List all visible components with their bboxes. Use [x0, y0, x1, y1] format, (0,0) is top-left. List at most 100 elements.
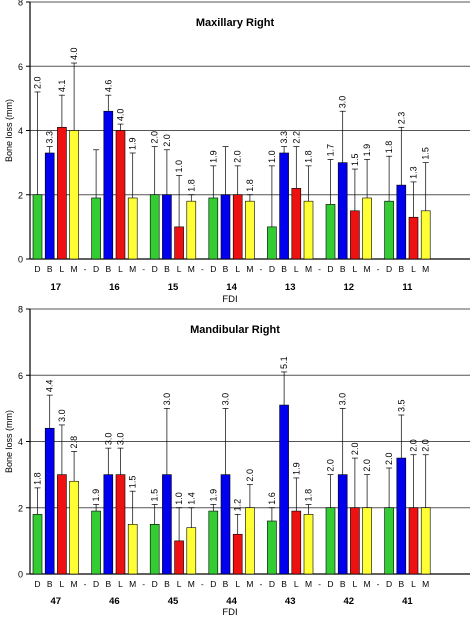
data-label: 3.3 — [45, 131, 55, 144]
data-label: 4.1 — [57, 80, 67, 93]
bar-letter: L — [118, 264, 123, 274]
bar-letter: M — [305, 264, 312, 274]
bar-letter: D — [386, 579, 392, 589]
data-label: 1.8 — [186, 179, 196, 192]
bar-D-42 — [325, 507, 336, 575]
bar-D-45 — [149, 524, 160, 575]
category-label: 17 — [51, 282, 62, 293]
data-label: 3.5 — [396, 399, 406, 412]
bar-letter: M — [422, 264, 429, 274]
category-label: 45 — [168, 596, 179, 607]
bar-B-41 — [396, 457, 407, 575]
category-label: 43 — [285, 596, 296, 607]
data-label: 4.0 — [69, 48, 79, 61]
category-label: 12 — [344, 282, 355, 293]
data-label: 2.2 — [291, 131, 301, 144]
data-label: 3.0 — [103, 433, 113, 446]
bar-letter: M — [129, 264, 136, 274]
bar-letter: B — [47, 579, 53, 589]
data-label: 1.8 — [304, 489, 314, 502]
bar-letter: B — [223, 579, 229, 589]
group-separator: - — [84, 264, 87, 274]
group-separator: - — [142, 579, 145, 589]
bar-letter: L — [294, 579, 299, 589]
data-label: 3.3 — [279, 131, 289, 144]
group-separator: - — [318, 264, 321, 274]
bar-L-41 — [408, 507, 419, 575]
bar-letter: B — [281, 579, 287, 589]
group-separator: - — [201, 264, 204, 274]
bar-B-17 — [44, 152, 55, 260]
bar-D-13 — [267, 226, 277, 260]
y-tick-label: 8 — [18, 0, 23, 8]
data-label: 3.0 — [221, 393, 231, 406]
group-separator: - — [259, 579, 262, 589]
bar-M-14 — [245, 200, 255, 260]
y-tick-label: 0 — [18, 255, 23, 265]
bar-D-46 — [91, 510, 101, 575]
bar-D-11 — [384, 200, 394, 260]
category-label: 13 — [285, 282, 296, 293]
bar-M-47 — [69, 480, 79, 575]
data-label: 1.0 — [267, 150, 277, 163]
bar-L-47 — [57, 474, 67, 575]
x-axis-label: FDI — [222, 607, 237, 618]
bar-letter: M — [364, 264, 371, 274]
bar-letter: L — [411, 579, 416, 589]
bar-letter: D — [34, 264, 40, 274]
bar-letter: D — [269, 264, 275, 274]
category-label: 14 — [226, 282, 237, 293]
bar-letter: B — [398, 264, 404, 274]
data-label: 1.0 — [174, 160, 184, 173]
bar-M-41 — [420, 507, 431, 575]
bar-B-13 — [279, 152, 289, 260]
bar-letter: B — [164, 264, 170, 274]
bar-M-17 — [69, 130, 79, 260]
bar-D-15 — [149, 194, 160, 260]
data-label: 1.5 — [421, 147, 431, 160]
data-label: 1.9 — [291, 462, 301, 475]
bar-letter: B — [223, 264, 229, 274]
data-label: 1.9 — [91, 489, 101, 502]
bar-D-17 — [32, 194, 43, 260]
bar-B-15 — [162, 194, 172, 260]
data-label: 3.0 — [116, 433, 126, 446]
category-label: 15 — [168, 282, 179, 293]
category-label: 44 — [226, 596, 237, 607]
data-label: 1.9 — [128, 137, 138, 150]
data-label: 3.0 — [338, 393, 348, 406]
bar-letter: D — [210, 264, 216, 274]
data-label: 3.0 — [162, 393, 172, 406]
bar-letter: L — [118, 579, 123, 589]
bar-L-15 — [174, 226, 184, 260]
bar-L-45 — [174, 540, 184, 575]
data-label: 2.0 — [421, 439, 431, 452]
bar-B-12 — [337, 162, 348, 260]
y-tick-label: 0 — [18, 570, 23, 580]
bar-L-11 — [408, 216, 419, 260]
data-label: 4.4 — [45, 380, 55, 393]
bar-M-46 — [127, 524, 138, 575]
y-tick-label: 2 — [18, 190, 23, 200]
bar-M-13 — [303, 200, 314, 260]
data-label: 2.0 — [245, 469, 255, 482]
category-label: 16 — [109, 282, 120, 293]
data-label: 1.3 — [409, 166, 419, 179]
data-label: 2.8 — [69, 436, 79, 449]
bar-letter: L — [235, 264, 240, 274]
bar-L-13 — [291, 188, 302, 260]
bar-letter: M — [422, 579, 429, 589]
bar-letter: D — [152, 579, 158, 589]
data-label: 2.0 — [409, 439, 419, 452]
category-label: 42 — [344, 596, 355, 607]
bar-M-44 — [245, 507, 255, 575]
bar-M-15 — [186, 200, 197, 260]
y-tick-label: 8 — [18, 305, 23, 315]
bar-letter: L — [411, 264, 416, 274]
data-label: 1.7 — [326, 144, 336, 157]
bar-letter: D — [93, 264, 99, 274]
data-label: 1.9 — [362, 144, 372, 157]
bar-D-16 — [91, 197, 101, 260]
bar-letter: L — [177, 579, 182, 589]
